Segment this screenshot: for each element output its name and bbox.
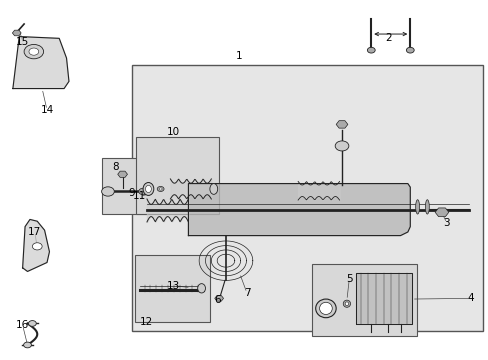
- Text: 16: 16: [16, 320, 29, 330]
- Text: 17: 17: [28, 227, 41, 237]
- FancyBboxPatch shape: [102, 158, 151, 214]
- Text: 11: 11: [133, 191, 146, 201]
- Circle shape: [32, 243, 42, 250]
- Ellipse shape: [143, 183, 154, 195]
- Text: 5: 5: [346, 274, 352, 284]
- Polygon shape: [22, 220, 49, 271]
- Ellipse shape: [197, 284, 205, 293]
- Ellipse shape: [415, 200, 419, 214]
- Circle shape: [157, 186, 163, 192]
- Text: 8: 8: [112, 162, 119, 172]
- Polygon shape: [355, 273, 411, 324]
- Circle shape: [23, 342, 31, 348]
- Polygon shape: [118, 171, 127, 177]
- Polygon shape: [188, 184, 409, 235]
- Circle shape: [28, 320, 36, 326]
- Ellipse shape: [145, 185, 151, 193]
- Circle shape: [29, 48, 39, 55]
- Text: 12: 12: [139, 317, 152, 327]
- Text: 2: 2: [384, 33, 391, 43]
- Text: 15: 15: [16, 37, 29, 47]
- Polygon shape: [13, 37, 69, 89]
- Text: 9: 9: [128, 188, 134, 198]
- Polygon shape: [335, 121, 347, 128]
- Text: 10: 10: [167, 127, 180, 136]
- Ellipse shape: [209, 184, 217, 194]
- Polygon shape: [214, 296, 223, 301]
- Ellipse shape: [343, 300, 350, 307]
- FancyBboxPatch shape: [311, 264, 416, 336]
- FancyBboxPatch shape: [132, 65, 483, 330]
- Text: 13: 13: [167, 281, 180, 291]
- Text: 1: 1: [236, 51, 243, 61]
- Circle shape: [406, 47, 413, 53]
- Polygon shape: [434, 208, 448, 217]
- Circle shape: [102, 187, 114, 196]
- Text: 4: 4: [467, 293, 473, 303]
- Ellipse shape: [345, 302, 348, 306]
- Circle shape: [159, 188, 162, 190]
- Ellipse shape: [319, 302, 331, 315]
- Ellipse shape: [425, 200, 428, 214]
- Polygon shape: [12, 30, 21, 36]
- Text: 3: 3: [443, 218, 449, 228]
- Circle shape: [334, 141, 348, 151]
- Circle shape: [139, 188, 147, 195]
- Circle shape: [24, 44, 43, 59]
- Ellipse shape: [315, 299, 335, 318]
- Text: 6: 6: [214, 295, 221, 305]
- FancyBboxPatch shape: [135, 255, 210, 321]
- Text: 14: 14: [41, 105, 54, 115]
- Circle shape: [366, 47, 374, 53]
- FancyBboxPatch shape: [136, 137, 219, 214]
- Text: 7: 7: [243, 288, 250, 298]
